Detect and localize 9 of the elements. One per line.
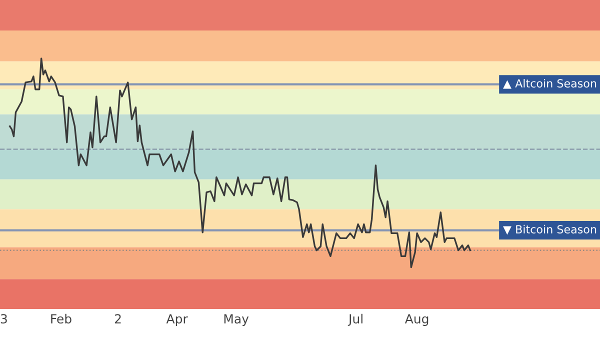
ref-line-label: ▼ Bitcoin Season [502,224,596,235]
x-tick-label: 2 [114,314,121,324]
ref-line-label: ▲ Altcoin Season [503,78,596,89]
x-tick-label: Apr [166,314,188,326]
x-tick-label: May [224,314,249,326]
x-tick-label: Feb [51,314,72,324]
x-tick-label: 3 [0,314,7,324]
x-tick-label: Jul [348,314,362,326]
x-tick-label: Aug [404,314,428,326]
